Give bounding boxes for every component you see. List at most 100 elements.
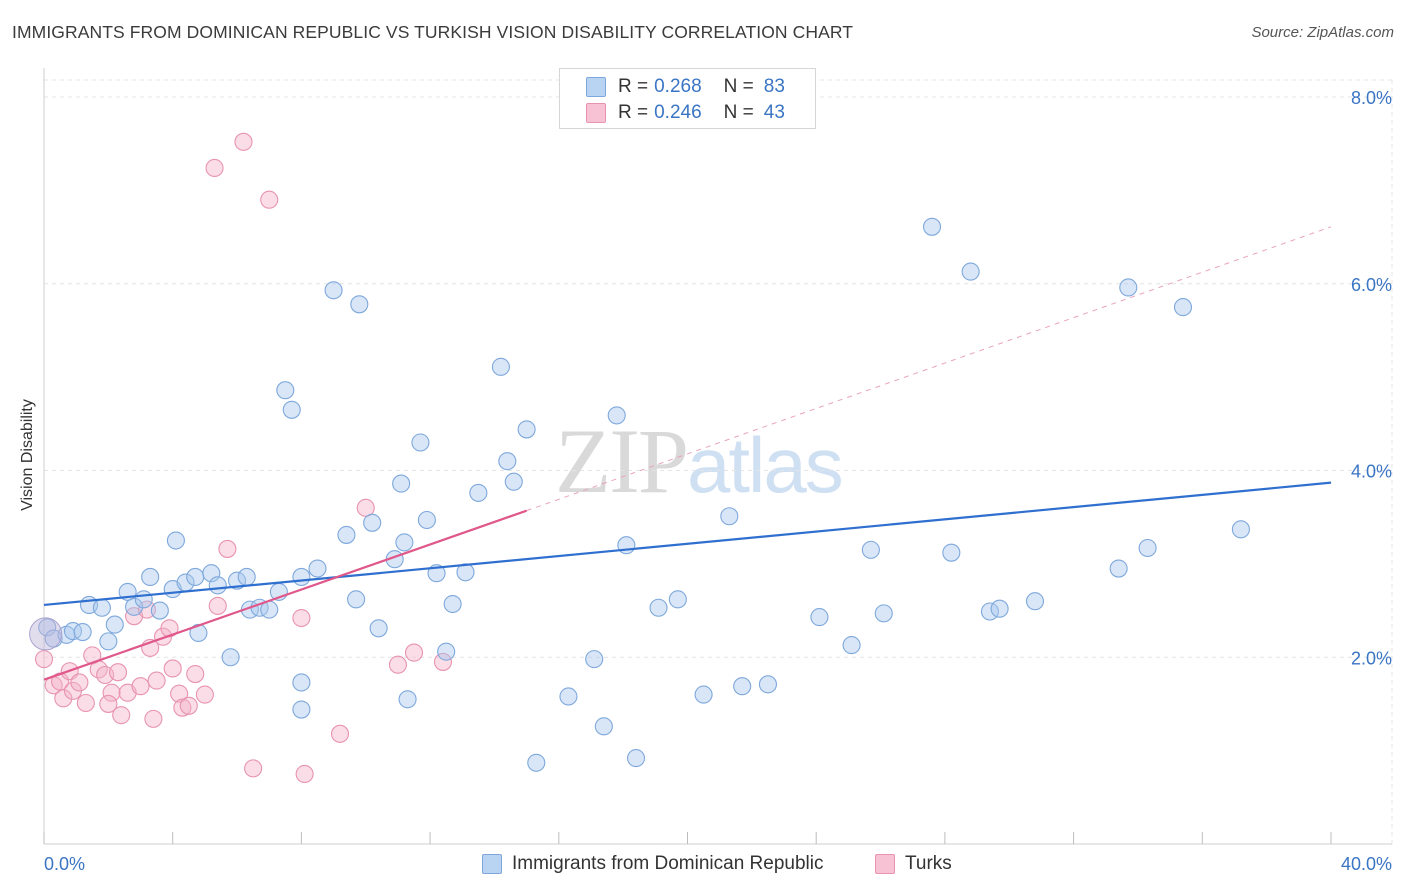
dominican-point (1231, 520, 1250, 539)
dominican-point (186, 567, 205, 586)
turks-point (163, 659, 182, 678)
turks-point (108, 663, 128, 682)
dominican-point (125, 597, 144, 616)
dominican-point (942, 543, 961, 562)
dominican-point (398, 690, 417, 709)
dominican-point (208, 576, 227, 595)
turks-point (205, 158, 224, 178)
dominican-point (498, 452, 517, 471)
legend-r-value: 0.268 (654, 76, 702, 97)
dominican-point (63, 622, 83, 641)
watermark-zip: ZIP (555, 410, 689, 512)
turks-point (404, 643, 424, 662)
cluster-point (29, 617, 63, 651)
dominican-point (105, 615, 124, 634)
dominican-point (607, 406, 626, 425)
legend-n-label: N = (723, 76, 754, 97)
correlation-legend: R = 0.268 N = 83 R = 0.246 N = 43 (559, 68, 816, 129)
turks-point (330, 724, 350, 743)
turks-point (76, 693, 95, 713)
turks-point (234, 132, 253, 151)
source-label: Source: ZipAtlas.com (1251, 24, 1394, 41)
turks-point (99, 694, 118, 713)
dominican-point (308, 559, 327, 578)
bottom-legend-swatch-turks (875, 854, 895, 874)
turks-trend-line (43, 509, 527, 681)
dominican-point (369, 619, 388, 638)
turks-trend-extension (526, 226, 1332, 512)
legend-n-value: 43 (763, 102, 785, 123)
dominican-point (292, 700, 311, 719)
dominican-point (922, 217, 942, 236)
axis-layer (43, 68, 1392, 845)
turks-point (147, 671, 166, 690)
dominican-point (292, 673, 311, 692)
turks-point (144, 709, 163, 728)
dominican-point (99, 632, 118, 651)
legend-row-turks: R = 0.246 N = 43 (586, 102, 785, 124)
turks-point (34, 650, 54, 669)
turks-point (112, 706, 131, 725)
dominican-point (842, 636, 861, 655)
dominican-point (694, 685, 713, 704)
turks-point (292, 608, 311, 628)
y-tick-label: 4.0% (1351, 462, 1392, 482)
dominican-point (810, 608, 829, 627)
tick-label-layer: 2.0% 4.0% 6.0% 8.0% 0.0% 40.0% (44, 88, 1392, 874)
dominican-point (411, 433, 430, 452)
grid-layer (44, 79, 1393, 844)
turks-point (186, 665, 205, 684)
dominican-point (456, 563, 475, 582)
dominican-point (166, 531, 185, 550)
dominican-point (92, 598, 111, 617)
dominican-point (990, 599, 1009, 618)
dominican-trend-line (43, 481, 1332, 607)
turks-point (433, 652, 453, 671)
dominican-point (1109, 559, 1128, 578)
dominican-point (237, 567, 256, 586)
dominican-point (392, 474, 411, 493)
bottom-legend-swatch-dominican (482, 854, 502, 874)
dominican-point (961, 262, 980, 281)
bottom-legend-label-dominican: Immigrants from Dominican Republic (512, 853, 824, 874)
bottom-legend-dominican[interactable]: Immigrants from Dominican Republic (482, 852, 824, 876)
bottom-legend-label-turks: Turks (905, 853, 952, 874)
watermark: ZIPatlas (555, 408, 844, 514)
turks-point (102, 683, 121, 702)
dominican-point (417, 510, 436, 530)
dominican-point (141, 567, 160, 586)
turks-point (208, 596, 227, 615)
turks-point (244, 759, 263, 778)
trend-layer (43, 226, 1332, 681)
dominican-point (594, 717, 613, 736)
dominican-point (395, 533, 414, 552)
dominican-point (1138, 538, 1157, 558)
dominican-point (443, 594, 462, 614)
y-tick-label: 8.0% (1351, 88, 1392, 108)
turks-point (70, 673, 89, 692)
dominican-point (347, 590, 366, 609)
dominican-point (276, 381, 295, 400)
turks-point (388, 655, 407, 674)
dominican-point (282, 400, 301, 419)
dominican-point (668, 590, 687, 609)
dominican-point (559, 687, 578, 706)
dominican-point (626, 749, 646, 768)
dominican-points (29, 217, 1250, 772)
turks-points (34, 132, 453, 784)
dominican-point (350, 295, 369, 314)
turks-point (260, 190, 279, 209)
dominican-point (324, 281, 343, 300)
y-tick-label: 6.0% (1351, 275, 1392, 295)
dominican-point (363, 513, 382, 532)
turks-point (356, 498, 375, 517)
dominican-point (758, 675, 777, 694)
bottom-legend-turks[interactable]: Turks (875, 852, 952, 876)
dominican-point (134, 590, 153, 609)
turks-point (54, 689, 73, 708)
legend-n-label: N = (723, 102, 754, 123)
legend-swatch-turks (586, 103, 606, 123)
dominican-point (720, 507, 739, 526)
dominican-point (337, 525, 356, 544)
